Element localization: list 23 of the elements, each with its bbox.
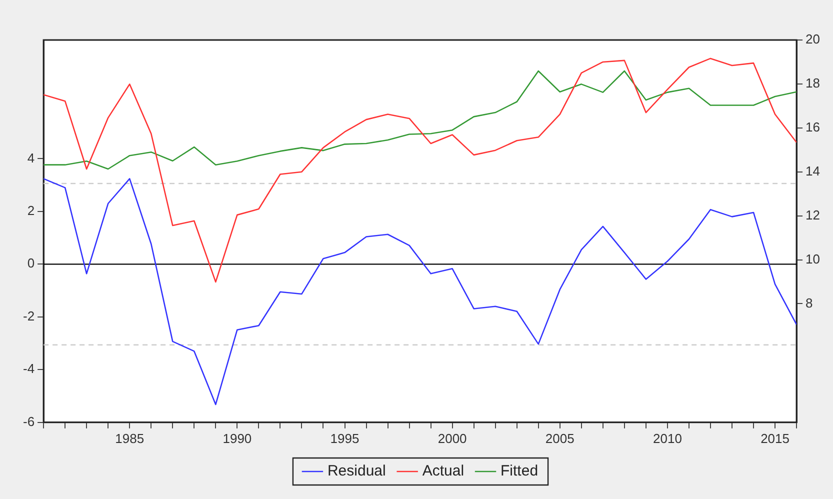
y2-tick-label: 12 [806,207,820,222]
y-tick-label: -2 [22,308,35,324]
y2-tick-label: 16 [806,119,820,134]
legend-label: Actual [422,462,464,480]
x-tick-label: 2010 [652,430,682,446]
y2-tick-label: 8 [806,295,813,310]
x-tick-label: 1995 [330,430,360,446]
x-tick-label: 1990 [222,430,252,446]
y2-tick-label: 14 [806,163,820,178]
y-tick-label: 0 [27,256,35,271]
x-tick-label: 2005 [545,430,574,446]
y2-tick-label: 18 [806,76,820,91]
y-tick-label: 2 [27,203,35,218]
y-tick-label: -6 [22,414,35,429]
y2-tick-label: 10 [806,251,820,266]
y-tick-label: 4 [27,150,35,166]
y2-tick-label: 20 [806,32,820,47]
x-tick-label: 2015 [760,430,790,446]
legend-label: Fitted [500,462,538,480]
legend-label: Residual [327,462,386,480]
x-tick-label: 1985 [115,430,144,446]
y-tick-label: -4 [22,361,35,376]
x-tick-label: 2000 [438,430,467,446]
